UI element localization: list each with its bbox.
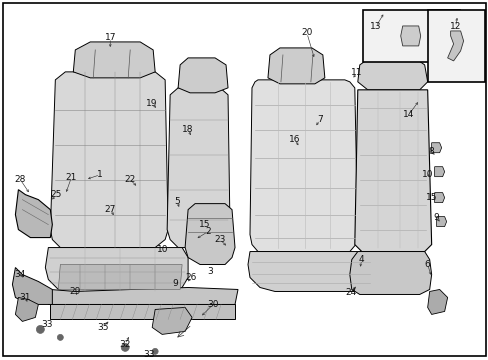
Text: 25: 25	[51, 190, 62, 199]
Text: 30: 30	[207, 300, 218, 309]
Text: 2: 2	[205, 227, 210, 236]
Polygon shape	[354, 90, 431, 252]
Polygon shape	[178, 58, 227, 93]
Text: 12: 12	[449, 22, 460, 31]
Text: 27: 27	[104, 205, 116, 214]
Text: 28: 28	[15, 175, 26, 184]
Bar	[362, 10, 459, 62]
Polygon shape	[50, 72, 168, 248]
Polygon shape	[249, 80, 357, 252]
Text: 9: 9	[433, 213, 439, 222]
Text: 10: 10	[157, 245, 168, 254]
Bar	[427, 10, 484, 82]
Polygon shape	[357, 58, 427, 90]
Circle shape	[57, 334, 63, 341]
Text: 4: 4	[358, 255, 364, 264]
Polygon shape	[436, 217, 446, 226]
Text: 9: 9	[172, 279, 178, 288]
Text: 31: 31	[20, 293, 31, 302]
Text: 20: 20	[301, 28, 312, 37]
Polygon shape	[16, 190, 52, 238]
Text: 26: 26	[185, 273, 196, 282]
Polygon shape	[12, 267, 52, 305]
Text: 15: 15	[425, 193, 437, 202]
Text: 10: 10	[421, 170, 432, 179]
Polygon shape	[152, 307, 192, 334]
Text: 3: 3	[207, 267, 212, 276]
Polygon shape	[45, 248, 188, 294]
Text: 29: 29	[69, 287, 81, 296]
Polygon shape	[431, 143, 441, 153]
Text: 34: 34	[15, 270, 26, 279]
Text: 33: 33	[41, 320, 53, 329]
Text: 1: 1	[97, 170, 103, 179]
Text: 24: 24	[345, 288, 356, 297]
Polygon shape	[167, 88, 229, 248]
Text: 22: 22	[124, 175, 136, 184]
Polygon shape	[434, 193, 444, 203]
Text: 5: 5	[174, 197, 180, 206]
Polygon shape	[58, 265, 182, 289]
Circle shape	[36, 325, 44, 333]
Text: 23: 23	[214, 235, 225, 244]
Circle shape	[152, 348, 158, 354]
Text: 15: 15	[199, 220, 210, 229]
Text: 19: 19	[146, 99, 158, 108]
Text: 17: 17	[104, 33, 116, 42]
Polygon shape	[185, 204, 235, 265]
Text: 14: 14	[402, 110, 413, 119]
Text: 18: 18	[182, 125, 193, 134]
Polygon shape	[48, 288, 238, 305]
Text: 33: 33	[143, 350, 155, 359]
Text: 6: 6	[424, 260, 429, 269]
Text: 8: 8	[428, 147, 434, 156]
Circle shape	[121, 343, 129, 351]
Polygon shape	[267, 48, 324, 84]
Text: 11: 11	[350, 68, 362, 77]
Text: 21: 21	[65, 173, 77, 182]
Polygon shape	[434, 167, 444, 177]
Text: 35: 35	[97, 323, 109, 332]
Polygon shape	[447, 31, 463, 61]
Text: 13: 13	[369, 22, 381, 31]
Text: 32: 32	[119, 340, 131, 349]
Polygon shape	[247, 252, 371, 292]
Polygon shape	[349, 252, 431, 294]
Text: 7: 7	[316, 115, 322, 124]
Polygon shape	[73, 42, 155, 78]
Polygon shape	[427, 289, 447, 314]
Text: 16: 16	[288, 135, 300, 144]
Polygon shape	[16, 297, 38, 321]
Polygon shape	[400, 26, 420, 46]
Polygon shape	[50, 305, 235, 319]
